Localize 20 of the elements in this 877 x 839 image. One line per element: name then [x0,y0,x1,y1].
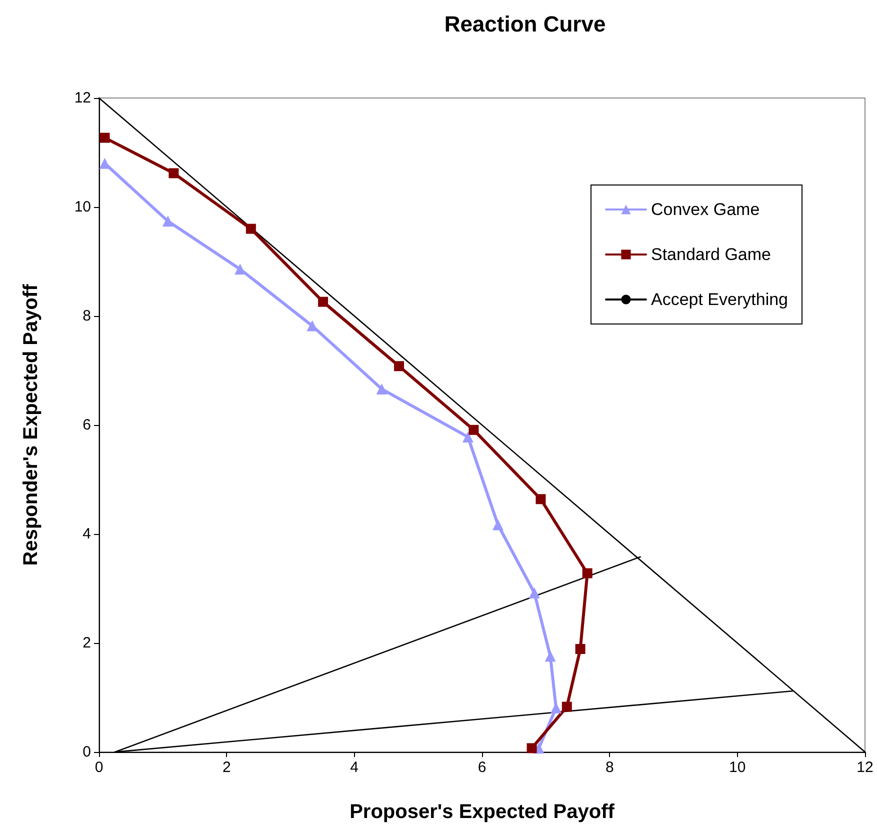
y-tick-label: 12 [74,90,91,106]
y-tick-label: 6 [82,416,91,434]
x-tick-label: 2 [222,759,231,776]
x-tick-label: 12 [856,759,874,776]
x-tick-label: 0 [94,759,104,776]
legend-label: Convex Game [650,200,760,219]
x-tick-label: 4 [350,759,359,776]
x-axis-title: Proposer's Expected Payoff [350,801,615,823]
y-tick-label: 10 [74,198,91,216]
legend-label: Accept Everything [650,290,788,309]
legend-label: Standard Game [650,245,772,264]
y-axis-title: Responder's Expected Payoff [20,284,42,566]
y-tick-label: 8 [82,308,91,324]
y-tick-label: 0 [82,744,91,760]
chart-title: Reaction Curve [444,12,606,36]
x-tick-label: 10 [728,759,746,776]
y-tick-label: 2 [82,634,91,652]
x-tick-label: 6 [478,759,486,776]
y-tick-label: 4 [82,526,91,542]
x-tick-label: 8 [605,759,614,776]
